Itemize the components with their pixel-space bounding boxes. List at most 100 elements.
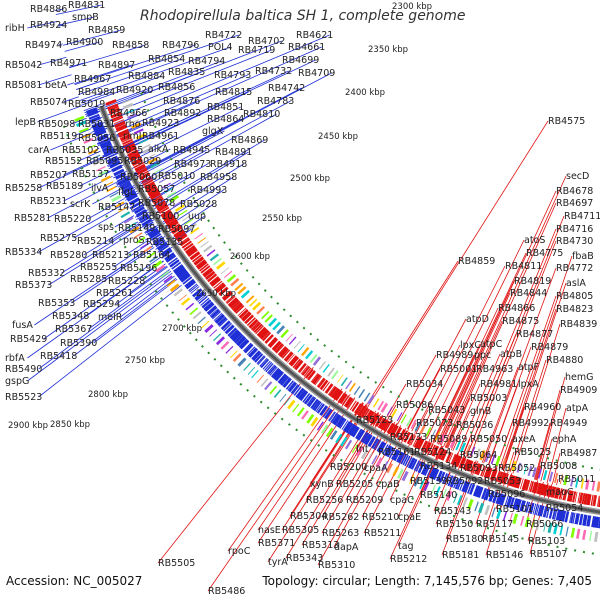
forward-gene-block	[586, 515, 590, 527]
gene-connector	[38, 202, 127, 253]
forward-gene-block	[570, 512, 575, 524]
gene-label: cpaC	[390, 495, 414, 506]
forward-gene-block	[500, 494, 507, 506]
gene-label: RB4973	[174, 159, 211, 170]
forward-gene-block	[324, 408, 332, 419]
gene-connector	[429, 438, 431, 441]
reverse-gene-block	[131, 157, 142, 164]
reverse-gene-block	[562, 489, 567, 501]
gene-label: RB4859	[458, 256, 495, 267]
forward-cog-block	[423, 481, 430, 492]
forward-gene-block	[438, 471, 446, 483]
gene-label: RB5028	[180, 199, 217, 210]
gene-connector	[387, 404, 397, 419]
forward-gene-block	[210, 309, 221, 319]
reverse-gene-block	[391, 425, 399, 437]
forward-cog-block	[127, 222, 137, 229]
reverse-gene-block	[105, 99, 117, 106]
forward-gene-block	[155, 239, 166, 248]
forward-gene-block	[376, 441, 384, 452]
gene-connector	[426, 239, 525, 439]
forward-gene-block	[386, 446, 394, 458]
reverse-cog-block	[164, 187, 174, 194]
forward-gene-block	[169, 259, 179, 267]
forward-cog-block	[340, 436, 348, 447]
gene-connector	[488, 383, 519, 466]
gene-label: RB4987	[560, 448, 597, 459]
reverse-gene-block	[572, 491, 577, 503]
reverse-gene-block	[507, 474, 512, 486]
forward-gene-block	[192, 288, 202, 297]
gene-label: RB5212	[390, 554, 427, 565]
reverse-gene-block	[149, 190, 161, 199]
gene-label: RB5001	[440, 364, 477, 375]
gene-label: RB5231	[30, 196, 67, 207]
gene-label: RB4981	[480, 379, 517, 390]
gene-label: RB4793	[214, 70, 251, 81]
reverse-gene-block	[307, 370, 315, 380]
gene-connector	[446, 202, 557, 449]
gene-label: lepB	[15, 117, 36, 128]
tick-label: 2600 kbp	[230, 252, 270, 262]
gene-label: scrK	[70, 199, 91, 210]
gene-connector	[63, 156, 104, 176]
forward-gene-block	[240, 339, 250, 350]
reverse-gene-block	[298, 363, 307, 373]
gene-connector	[116, 87, 302, 185]
gene-label: RB4875	[502, 316, 539, 327]
tick-label: 2500 kbp	[290, 174, 330, 184]
gene-connector	[386, 383, 407, 418]
reverse-cog-block	[475, 448, 481, 459]
forward-gene-block	[204, 302, 215, 312]
forward-gene-block	[256, 355, 265, 365]
gene-label: RB5034	[406, 379, 443, 390]
reverse-gene-block	[322, 381, 330, 392]
forward-gene-block	[345, 422, 354, 434]
reverse-gene-block	[246, 317, 256, 326]
gene-label: axeA	[512, 434, 536, 445]
gene-label: RB5211	[364, 528, 401, 539]
forward-gene-block	[285, 380, 294, 390]
forward-cog-block	[361, 449, 369, 460]
gene-connector	[93, 278, 178, 344]
forward-cog-block	[76, 120, 87, 127]
gene-label: RB4815	[215, 87, 252, 98]
reverse-gene-block	[142, 178, 153, 185]
forward-gene-block	[564, 511, 569, 523]
reverse-gene-block	[448, 452, 454, 464]
forward-gene-block	[105, 153, 117, 159]
gene-label: RB5003	[470, 393, 507, 404]
gene-label: RB5064	[460, 450, 497, 461]
gene-label: RB5143	[434, 506, 471, 517]
reverse-cog-block	[264, 314, 273, 323]
reverse-gene-block	[131, 157, 143, 165]
reverse-cog-block	[348, 382, 356, 392]
reverse-gene-block	[179, 237, 189, 245]
forward-cog-block	[83, 138, 94, 144]
gene-label: atpA	[566, 403, 589, 414]
forward-cog-block	[456, 495, 463, 505]
gene-connector	[483, 267, 557, 464]
gene-connector	[76, 78, 108, 90]
forward-gene-block	[417, 462, 424, 473]
reverse-cog-block	[293, 340, 301, 349]
gene-connector	[63, 96, 79, 103]
reverse-gene-block	[267, 337, 276, 346]
reverse-gene-block	[155, 200, 166, 208]
reverse-gene-block	[404, 432, 411, 443]
forward-gene-block	[262, 360, 271, 370]
gene-label: RB4810	[243, 109, 280, 120]
forward-cog-block	[559, 525, 564, 536]
forward-gene-block	[162, 249, 173, 258]
reverse-gene-block	[132, 159, 143, 167]
forward-gene-block	[160, 247, 171, 255]
reverse-gene-block	[209, 276, 220, 286]
forward-gene-block	[101, 145, 114, 153]
reverse-gene-block	[271, 340, 280, 350]
forward-gene-block	[90, 119, 102, 125]
reverse-cog-block	[261, 310, 270, 320]
reverse-gene-block	[148, 189, 160, 197]
reverse-gene-block	[320, 380, 328, 390]
reverse-cog-block	[479, 450, 486, 461]
forward-gene-block	[307, 396, 317, 408]
